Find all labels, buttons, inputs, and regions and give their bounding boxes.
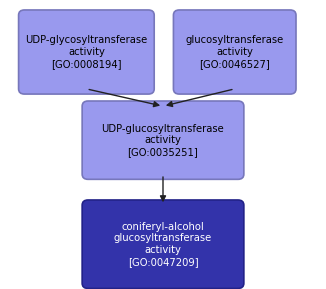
Text: coniferyl-alcohol
glucosyltransferase
activity
[GO:0047209]: coniferyl-alcohol glucosyltransferase ac… bbox=[114, 222, 212, 267]
Text: glucosyltransferase
activity
[GO:0046527]: glucosyltransferase activity [GO:0046527… bbox=[185, 36, 284, 68]
FancyBboxPatch shape bbox=[82, 101, 244, 179]
FancyBboxPatch shape bbox=[173, 10, 296, 94]
FancyBboxPatch shape bbox=[82, 200, 244, 288]
FancyBboxPatch shape bbox=[19, 10, 154, 94]
Text: UDP-glycosyltransferase
activity
[GO:0008194]: UDP-glycosyltransferase activity [GO:000… bbox=[25, 36, 147, 68]
Text: UDP-glucosyltransferase
activity
[GO:0035251]: UDP-glucosyltransferase activity [GO:003… bbox=[102, 124, 224, 157]
